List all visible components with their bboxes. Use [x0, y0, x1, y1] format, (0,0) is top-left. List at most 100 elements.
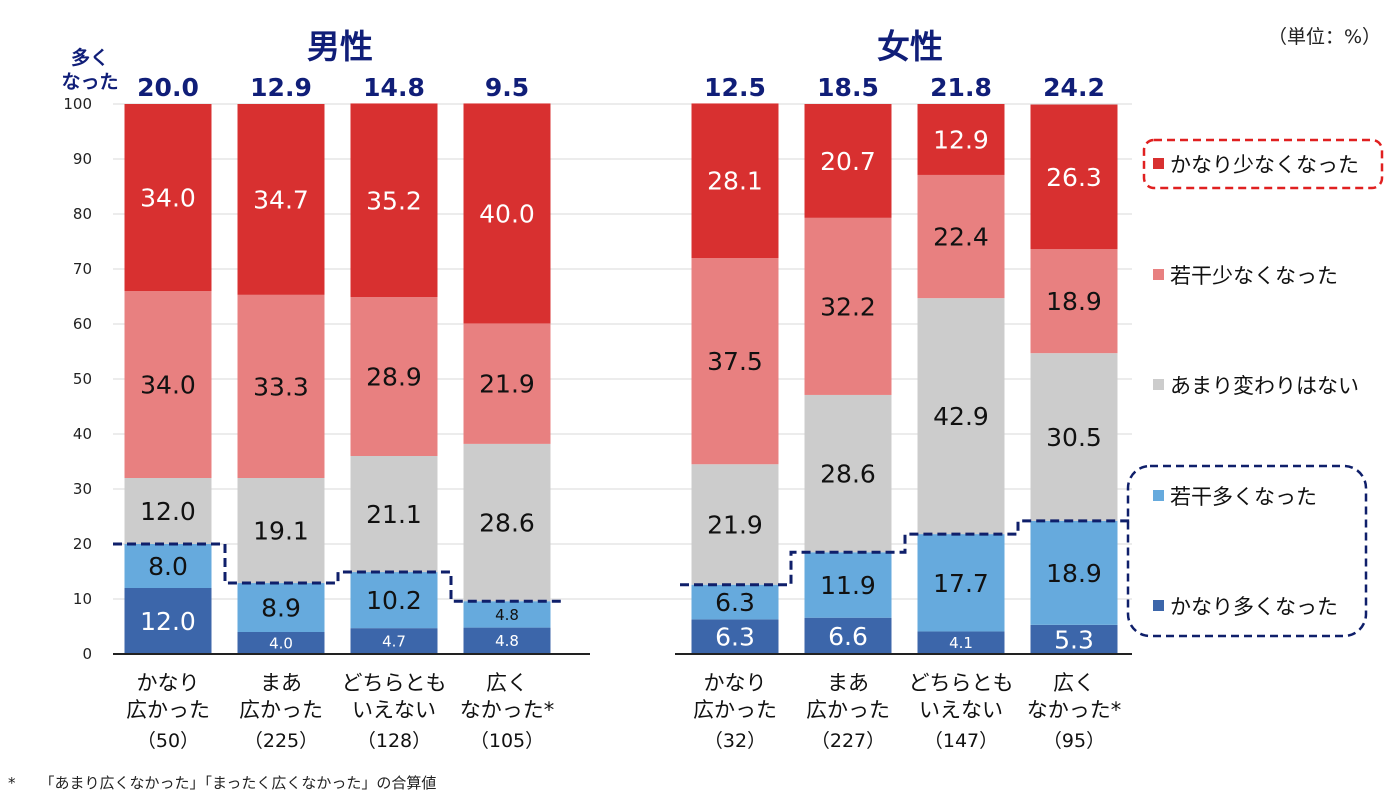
bar-segment: [237, 104, 325, 295]
top-label-header: 多く: [71, 46, 109, 69]
bar-segment: [1030, 353, 1118, 521]
y-tick-label: 50: [73, 370, 92, 388]
y-tick-label: 10: [73, 590, 92, 608]
data-label: 20.7: [820, 147, 876, 176]
data-label: 28.6: [479, 509, 535, 538]
top-total-label: 9.5: [485, 73, 529, 102]
category-label: なかった*: [1027, 698, 1122, 722]
data-label: 32.2: [820, 292, 876, 321]
increase-threshold-line: [113, 542, 564, 603]
legend-label: 若干多くなった: [1170, 485, 1317, 509]
y-tick-label: 60: [73, 315, 92, 333]
y-tick-label: 0: [82, 645, 92, 663]
bar-segment: [237, 478, 325, 584]
bar-segment: [124, 291, 212, 478]
data-label: 6.3: [715, 623, 755, 652]
bar-segment: [691, 619, 779, 654]
bar-segment: [804, 394, 892, 553]
bar-segment: [237, 294, 325, 478]
category-label: どちらとも: [342, 671, 447, 695]
category-label: かなり: [704, 671, 767, 695]
data-label: 37.5: [707, 347, 763, 376]
bar-segment: [124, 104, 212, 291]
legend-swatch: [1153, 158, 1164, 169]
category-sample-size: （227）: [811, 730, 885, 752]
top-total-label: 12.5: [704, 73, 766, 102]
bar-segment: [691, 103, 779, 258]
data-label: 12.0: [140, 497, 196, 526]
bar-segment: [350, 103, 438, 298]
bar-segment: [463, 103, 551, 324]
bar-segment: [917, 104, 1005, 175]
bar-segment: [124, 588, 212, 654]
data-label: 4.7: [382, 632, 406, 650]
bar-segment: [691, 258, 779, 465]
y-tick-label: 40: [73, 425, 92, 443]
category-label: どちらとも: [909, 671, 1014, 695]
category-label: 広かった: [806, 698, 890, 722]
data-label: 28.1: [707, 167, 763, 196]
data-label: 34.0: [140, 371, 196, 400]
category-label: いえない: [352, 698, 436, 722]
data-label: 12.9: [933, 125, 989, 154]
group-title: 女性: [877, 27, 943, 66]
data-label: 30.5: [1046, 423, 1102, 452]
data-label: 4.8: [495, 606, 519, 624]
bar-segment: [691, 464, 779, 585]
data-label: 4.8: [495, 632, 519, 650]
top-label-header: なった: [61, 71, 118, 93]
bar-segment: [350, 456, 438, 573]
top-total-label: 20.0: [137, 73, 199, 102]
y-tick-label: 80: [73, 205, 92, 223]
legend-swatch: [1153, 600, 1164, 611]
category-label: 広かった: [239, 698, 323, 722]
legend-label: 若干少なくなった: [1170, 264, 1338, 288]
category-sample-size: （225）: [244, 730, 318, 752]
bar-segment: [917, 631, 1005, 654]
category-sample-size: （105）: [470, 730, 544, 752]
category-label: いえない: [919, 698, 1003, 722]
bar-segment: [917, 534, 1005, 632]
data-label: 18.9: [1046, 287, 1102, 316]
bar-segment: [463, 627, 551, 654]
data-label: 21.9: [707, 510, 763, 539]
bar-segment: [237, 583, 325, 632]
bar-segment: [237, 632, 325, 654]
y-tick-label: 20: [73, 535, 92, 553]
increase-threshold-line: [680, 519, 1132, 587]
category-sample-size: （147）: [924, 730, 998, 752]
footnote: * 「あまり広くなかった」「まったく広くなかった」の合算値: [8, 772, 436, 793]
bar-segment: [1030, 104, 1118, 250]
category-label: なかった*: [460, 698, 555, 722]
data-label: 6.3: [715, 588, 755, 617]
legend-highlight-decrease: [1142, 138, 1384, 190]
unit-label: （単位：%）: [1267, 26, 1381, 48]
bar-segment: [1030, 520, 1118, 625]
group-title: 男性: [307, 27, 373, 66]
legend-highlight-increase: [1126, 464, 1368, 638]
data-label: 35.2: [366, 186, 422, 215]
category-label: まあ: [827, 671, 869, 695]
data-label: 19.1: [253, 517, 309, 546]
bar-segment: [1030, 624, 1118, 654]
top-total-label: 24.2: [1043, 73, 1105, 102]
bar-segment: [350, 628, 438, 654]
data-label: 42.9: [933, 402, 989, 431]
data-label: 4.1: [949, 634, 973, 652]
data-label: 5.3: [1054, 625, 1094, 654]
data-label: 12.0: [140, 607, 196, 636]
category-label: 広かった: [693, 698, 777, 722]
bar-segment: [691, 584, 779, 620]
top-total-label: 12.9: [250, 73, 312, 102]
y-tick-label: 90: [73, 150, 92, 168]
data-label: 21.1: [366, 500, 422, 529]
bar-segment: [804, 217, 892, 395]
footnote-text: 「あまり広くなかった」「まったく広くなかった」の合算値: [39, 774, 437, 792]
bar-segment: [350, 572, 438, 629]
bar-segment: [463, 323, 551, 444]
legend-swatch: [1153, 379, 1164, 390]
legend-swatch: [1153, 490, 1164, 501]
data-label: 26.3: [1046, 163, 1102, 192]
bar-segment: [804, 104, 892, 218]
